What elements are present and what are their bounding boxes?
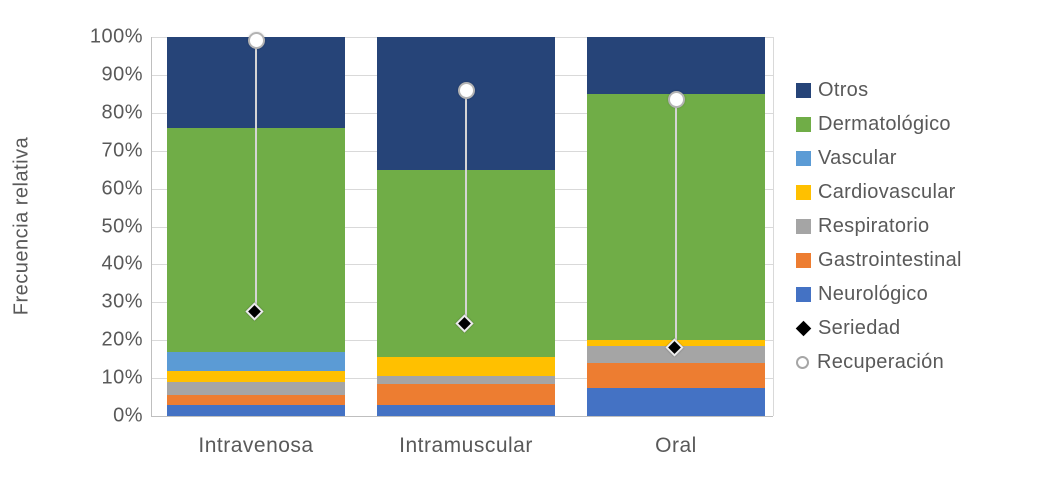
x-axis-line (151, 416, 773, 417)
marker-connector-line (255, 40, 257, 314)
y-tick-label: 20% (101, 328, 143, 351)
legend-label: Dermatológico (818, 112, 951, 135)
legend-item: Gastrointestinal (796, 243, 962, 277)
bar-segment-respiratorio (377, 376, 555, 384)
legend-label: Otros (818, 78, 869, 101)
legend-swatch-square (796, 150, 811, 166)
bar-segment-neurologico (167, 404, 345, 416)
y-tick-label: 90% (101, 63, 143, 86)
y-tick-label: 30% (101, 290, 143, 313)
marker-connector-line (465, 90, 467, 326)
recuperacion-marker (457, 81, 475, 99)
y-tick-label: 80% (101, 101, 143, 124)
legend-swatch-square (796, 116, 811, 132)
legend-swatch-square (796, 252, 811, 268)
legend-swatch-square (796, 82, 811, 98)
legend-label: Vascular (818, 146, 897, 169)
marker-connector-line (675, 99, 677, 350)
legend-item: Seriedad (795, 311, 962, 345)
y-tick-label: 60% (101, 177, 143, 200)
legend-item: Vascular (796, 141, 962, 175)
y-tick-label: 50% (101, 215, 143, 237)
x-category-label: Intravenosa (198, 434, 314, 457)
legend-label: Recuperación (817, 350, 945, 373)
legend-swatch-circle-outline (796, 355, 809, 369)
bar-segment-vascular (167, 351, 345, 371)
bar-segment-respiratorio (167, 381, 345, 396)
y-tick-label: 0% (113, 404, 143, 427)
bar-segment-neurologico (587, 387, 765, 416)
legend-label: Cardiovascular (818, 180, 956, 203)
bar-segment-gastrointestinal (587, 362, 765, 388)
y-tick-label: 70% (101, 139, 143, 162)
bar-segment-gastrointestinal (377, 383, 555, 405)
legend-item: Otros (796, 73, 962, 107)
recuperacion-marker (667, 91, 685, 109)
bar-segment-otros (587, 37, 765, 94)
y-tick-label: 10% (101, 366, 143, 389)
legend-item: Respiratorio (796, 209, 962, 243)
x-category-label: Oral (655, 434, 697, 457)
y-tick-label: 40% (101, 252, 143, 275)
legend-swatch-square (796, 286, 811, 302)
recuperacion-marker (247, 32, 265, 50)
bar-segment-neurologico (377, 404, 555, 416)
legend-label: Seriedad (818, 316, 901, 339)
legend-swatch-diamond (795, 320, 812, 336)
bar-segment-cardiovascular (377, 357, 555, 377)
legend-item: Neurológico (796, 277, 962, 311)
legend-label: Gastrointestinal (818, 248, 962, 271)
legend: Otros Dermatológico Vascular Cardiovascular… (795, 73, 962, 379)
x-category-label: Intramuscular (399, 434, 533, 457)
legend-label: Respiratorio (818, 214, 930, 237)
legend-swatch-square (796, 218, 811, 234)
legend-item: Cardiovascular (796, 175, 962, 209)
bar-segment-gastrointestinal (167, 395, 345, 405)
legend-swatch-square (796, 184, 811, 200)
legend-item: Dermatológico (796, 107, 962, 141)
y-tick-label: 100% (89, 25, 143, 48)
bar-segment-cardiovascular (167, 370, 345, 382)
plot-right-border (773, 37, 774, 416)
legend-item: Recuperación (796, 345, 962, 379)
y-axis-line (151, 37, 152, 416)
legend-label: Neurológico (818, 282, 929, 305)
